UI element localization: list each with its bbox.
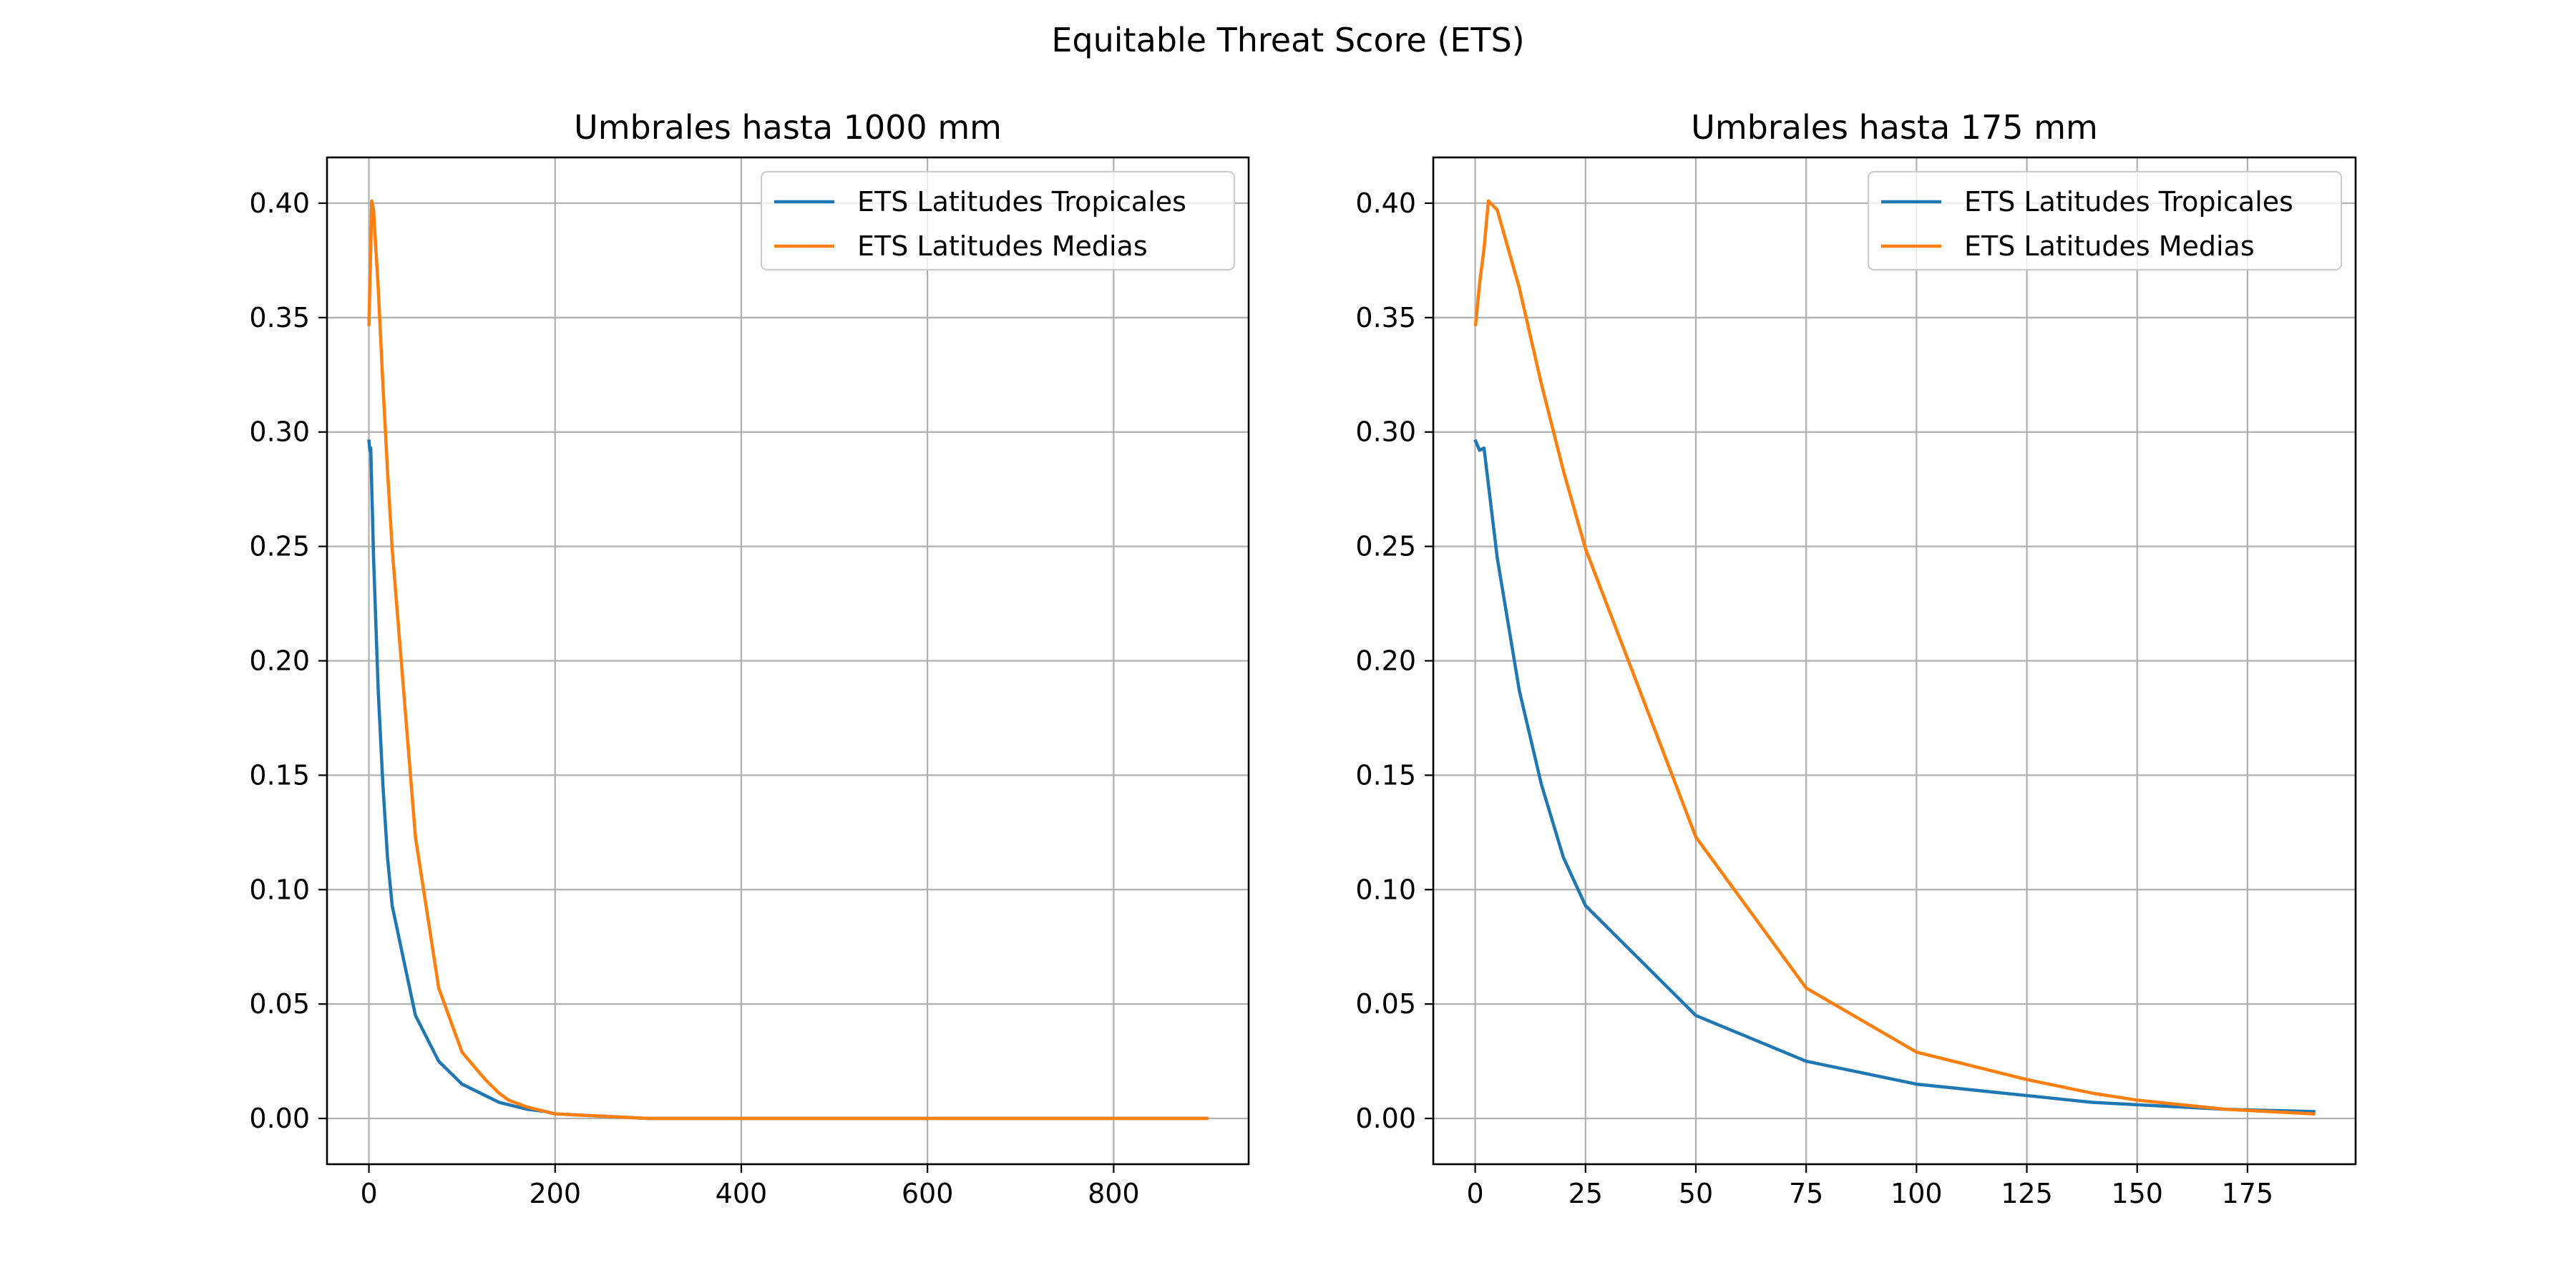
legend-box (760, 170, 1236, 271)
x-tick-label: 0 (1466, 1178, 1483, 1209)
y-tick-label: 0.35 (249, 302, 310, 333)
series-line-medias (367, 199, 1209, 1121)
y-tick-label: 0.00 (249, 1103, 310, 1134)
y-tick-label: 0.10 (249, 874, 310, 905)
panel-title: Umbrales hasta 1000 mm (574, 108, 1002, 147)
y-tick-label: 0.05 (1355, 988, 1416, 1020)
x-tick-label: 50 (1679, 1178, 1713, 1209)
x-tick-label: 0 (360, 1178, 377, 1209)
legend-label-tropicales: ETS Latitudes Tropicales (857, 186, 1186, 218)
y-tick-label: 0.25 (249, 531, 310, 562)
legend-label-medias: ETS Latitudes Medias (1964, 230, 2255, 262)
legend: ETS Latitudes Tropicales ETS Latitudes Me… (760, 170, 1236, 271)
y-tick-label: 0.40 (249, 187, 310, 219)
x-tick-label: 100 (1890, 1178, 1943, 1209)
y-tick-label: 0.25 (1355, 531, 1416, 562)
series-line-medias (1473, 199, 2316, 1116)
legend-box (1867, 170, 2343, 271)
x-tick-label: 175 (2222, 1178, 2274, 1209)
legend-label-tropicales: ETS Latitudes Tropicales (1964, 186, 2293, 218)
x-tick-label: 800 (1088, 1178, 1140, 1209)
x-tick-label: 150 (2111, 1178, 2163, 1209)
x-tick-label: 600 (902, 1178, 954, 1209)
x-tick-label: 400 (716, 1178, 768, 1209)
panel-title: Umbrales hasta 175 mm (1691, 108, 2098, 147)
y-tick-label: 0.40 (1355, 187, 1416, 219)
y-tick-label: 0.35 (1355, 302, 1416, 333)
legend-label-medias: ETS Latitudes Medias (857, 230, 1148, 262)
panel-right: Umbrales hasta 175 mm 0 25 50 75 100 125 150 175… (1355, 108, 2357, 1209)
x-tick-label: 200 (529, 1178, 581, 1209)
y-tick-label: 0.20 (1355, 645, 1416, 677)
y-tick-label: 0.30 (249, 416, 310, 448)
x-tick-label: 75 (1789, 1178, 1823, 1209)
series-line-tropicales (1473, 439, 2316, 1113)
y-tick-label: 0.15 (249, 759, 310, 791)
y-tick-label: 0.15 (1355, 759, 1416, 791)
y-tick-label: 0.00 (1355, 1103, 1416, 1134)
y-tick-label: 0.20 (249, 645, 310, 677)
x-tick-label: 125 (2001, 1178, 2053, 1209)
y-tick-label: 0.10 (1355, 874, 1416, 905)
panel-left: Umbrales hasta 1000 mm 0 200 400 600 800 0.00 0… (249, 108, 1250, 1209)
y-tick-label: 0.05 (249, 988, 310, 1020)
y-tick-label: 0.30 (1355, 416, 1416, 448)
legend: ETS Latitudes Tropicales ETS Latitudes Me… (1867, 170, 2343, 271)
x-tick-label: 25 (1568, 1178, 1603, 1209)
figure-suptitle: Equitable Threat Score (ETS) (1051, 21, 1524, 59)
